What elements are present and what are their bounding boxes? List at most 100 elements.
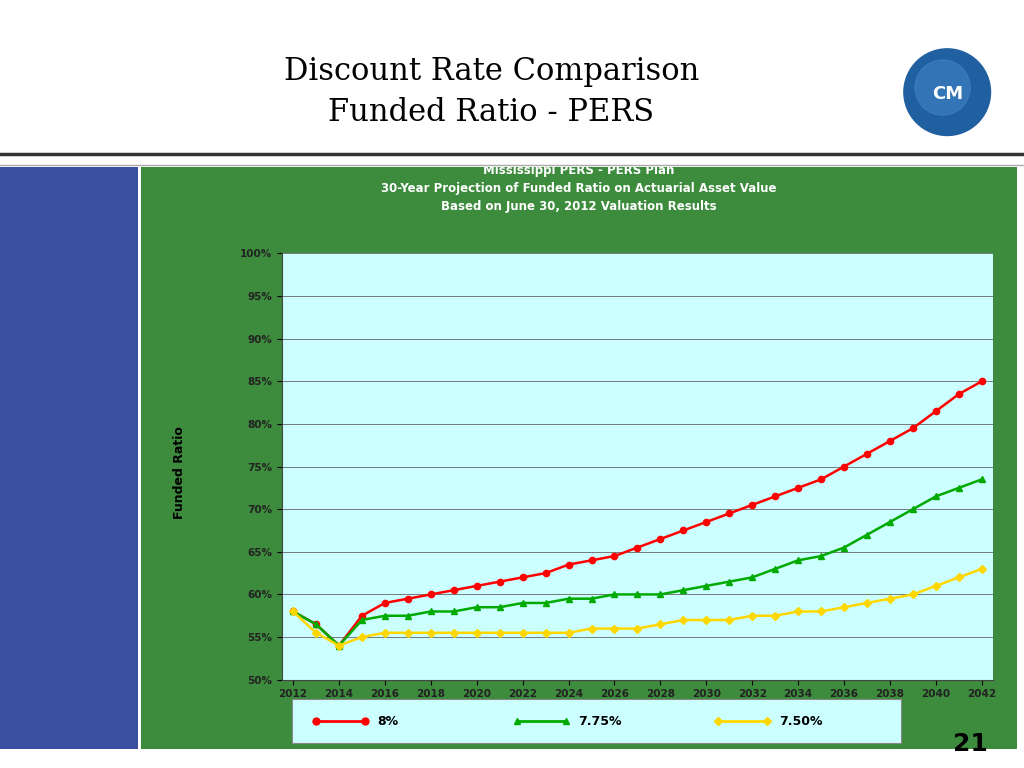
Text: 7.50%: 7.50% (779, 715, 822, 727)
8% (540, 568, 552, 578)
7.75% (608, 590, 621, 599)
7.75% (884, 518, 896, 527)
7.75% (769, 564, 781, 574)
Text: 7.75%: 7.75% (579, 715, 622, 727)
7.75% (792, 556, 804, 565)
7.50% (287, 607, 299, 616)
Line: 7.50%: 7.50% (290, 566, 985, 648)
8% (838, 462, 850, 472)
7.50% (907, 590, 920, 599)
7.75% (815, 551, 827, 561)
7.75% (355, 615, 368, 624)
7.75% (425, 607, 437, 616)
8% (516, 573, 528, 582)
8% (333, 641, 345, 650)
7.50% (861, 598, 873, 607)
8% (379, 598, 391, 607)
Text: Funded Ratio: Funded Ratio (173, 426, 185, 518)
7.50% (884, 594, 896, 604)
Text: CM: CM (932, 85, 963, 103)
7.50% (631, 624, 643, 633)
7.50% (654, 620, 667, 629)
8% (608, 551, 621, 561)
7.50% (952, 573, 965, 582)
7.50% (516, 628, 528, 637)
Text: Discount Rate Comparison
Funded Ratio - PERS: Discount Rate Comparison Funded Ratio - … (284, 56, 699, 128)
7.50% (401, 628, 414, 637)
8% (355, 611, 368, 621)
7.50% (447, 628, 460, 637)
7.75% (723, 577, 735, 586)
7.75% (930, 492, 942, 501)
7.50% (769, 611, 781, 621)
Text: Mississippi PERS - PERS Plan
30-Year Projection of Funded Ratio on Actuarial Ass: Mississippi PERS - PERS Plan 30-Year Pro… (381, 164, 776, 213)
7.50% (792, 607, 804, 616)
7.75% (333, 641, 345, 650)
7.50% (723, 615, 735, 624)
7.75% (907, 505, 920, 514)
7.75% (677, 585, 689, 594)
8% (401, 594, 414, 604)
7.50% (677, 615, 689, 624)
8% (700, 518, 713, 527)
7.75% (654, 590, 667, 599)
8% (677, 526, 689, 535)
7.75% (952, 483, 965, 492)
7.50% (310, 628, 323, 637)
8% (447, 585, 460, 594)
8% (930, 406, 942, 415)
7.50% (494, 628, 506, 637)
8% (815, 475, 827, 484)
7.50% (471, 628, 483, 637)
7.50% (355, 633, 368, 642)
8% (562, 560, 574, 569)
7.50% (746, 611, 759, 621)
8% (884, 436, 896, 445)
7.75% (586, 594, 598, 604)
7.50% (815, 607, 827, 616)
8% (586, 556, 598, 565)
7.50% (608, 624, 621, 633)
7.75% (838, 543, 850, 552)
Line: 8%: 8% (290, 378, 985, 649)
8% (952, 389, 965, 399)
8% (631, 543, 643, 552)
8% (792, 483, 804, 492)
Text: 21: 21 (953, 733, 988, 756)
Text: 8%: 8% (377, 715, 398, 727)
7.50% (976, 564, 988, 574)
7.75% (562, 594, 574, 604)
7.50% (838, 603, 850, 612)
X-axis label: Year Beginning: Year Beginning (585, 705, 690, 718)
7.75% (631, 590, 643, 599)
7.75% (379, 611, 391, 621)
7.50% (562, 628, 574, 637)
8% (654, 535, 667, 544)
Line: 7.75%: 7.75% (290, 476, 985, 649)
7.75% (310, 620, 323, 629)
7.50% (333, 641, 345, 650)
7.75% (401, 611, 414, 621)
8% (287, 607, 299, 616)
8% (471, 581, 483, 591)
7.75% (471, 603, 483, 612)
7.50% (379, 628, 391, 637)
7.75% (494, 603, 506, 612)
7.50% (540, 628, 552, 637)
8% (746, 500, 759, 509)
7.75% (516, 598, 528, 607)
7.75% (746, 573, 759, 582)
7.75% (861, 530, 873, 539)
8% (907, 424, 920, 433)
7.75% (447, 607, 460, 616)
8% (494, 577, 506, 586)
7.50% (586, 624, 598, 633)
7.75% (287, 607, 299, 616)
8% (310, 620, 323, 629)
8% (769, 492, 781, 501)
7.50% (930, 581, 942, 591)
8% (861, 449, 873, 458)
Circle shape (915, 60, 971, 115)
8% (425, 590, 437, 599)
7.75% (700, 581, 713, 591)
